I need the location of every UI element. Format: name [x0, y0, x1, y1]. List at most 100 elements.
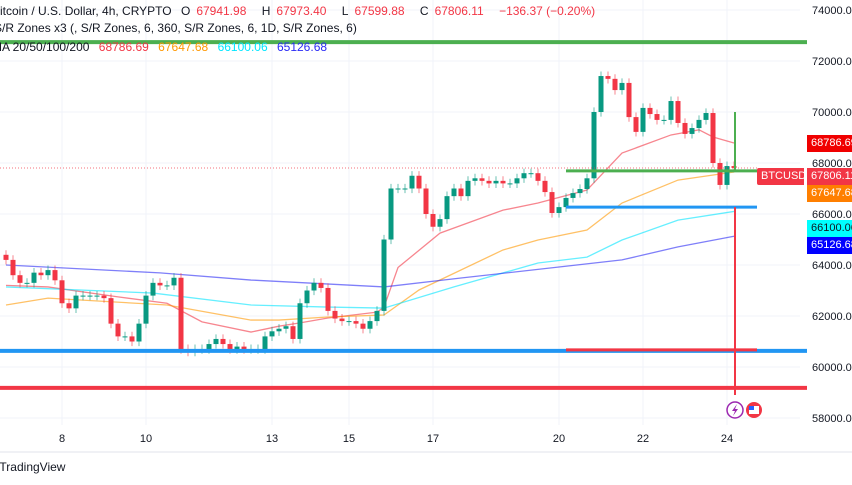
sma-line-sma50 — [5, 171, 735, 321]
ohlc-high: H 67973.40 — [262, 4, 333, 18]
candle-body — [129, 336, 135, 342]
candle-body — [353, 321, 359, 324]
last-price-tag: 67806.11 — [807, 168, 852, 185]
ohlc-close: C 67806.11 — [420, 4, 490, 18]
high-value: 67973.40 — [276, 4, 327, 18]
candle-body — [479, 178, 485, 181]
candle-body — [87, 295, 93, 297]
candle-body — [108, 298, 114, 324]
candle-body — [430, 214, 436, 227]
candle-body — [339, 318, 345, 322]
candle-body — [115, 323, 121, 337]
candle-body — [395, 188, 401, 190]
candle-body — [171, 277, 177, 286]
candle-body — [45, 270, 51, 276]
candle-body — [66, 303, 72, 309]
candle-body — [437, 219, 443, 227]
candle-body — [710, 113, 716, 163]
change-value: −136.37 (−0.20%) — [499, 4, 596, 18]
candle-body — [157, 282, 163, 286]
x-tick-label: 22 — [637, 433, 649, 445]
candle-body — [164, 285, 170, 287]
sma-line-sma100 — [5, 210, 735, 309]
candle-body — [605, 76, 611, 79]
candle-body — [465, 180, 471, 197]
candle-body — [626, 82, 632, 118]
candle-body — [52, 270, 58, 281]
candle-body — [220, 338, 226, 345]
candle-body — [661, 119, 667, 121]
candle-body — [549, 192, 555, 213]
candle-body — [101, 295, 107, 299]
symbol-tag: BTCUSD — [757, 168, 806, 185]
candle-body — [297, 303, 303, 339]
candle-body — [388, 188, 394, 240]
candle-body — [122, 336, 128, 338]
x-tick-label: 17 — [427, 433, 439, 445]
candle-body — [381, 239, 387, 311]
x-tick-label: 24 — [721, 433, 733, 445]
candle-body — [668, 101, 674, 120]
sma100-value: 66100.06 — [217, 40, 268, 54]
candle-body — [619, 82, 625, 91]
candle-body — [563, 197, 569, 208]
candle-body — [591, 112, 597, 179]
symbol-name: Bitcoin / U.S. Dollar, 4h, CRYPTO — [0, 4, 172, 18]
x-tick-label: 10 — [140, 433, 152, 445]
candle-body — [717, 163, 723, 185]
candle-body — [514, 178, 520, 184]
candle-body — [682, 122, 688, 134]
candle-body — [276, 328, 282, 332]
candle-body — [241, 346, 247, 350]
open-value: 67941.98 — [196, 4, 247, 18]
candle-body — [367, 321, 373, 329]
candle-body — [458, 188, 464, 197]
high-label: H — [261, 4, 271, 18]
candle-body — [542, 180, 548, 193]
tradingview-footer[interactable]: ' TradingView — [0, 460, 65, 474]
candle-body — [507, 183, 513, 185]
candle-body — [332, 310, 338, 319]
candle-body — [402, 188, 408, 190]
sma200-value: 65126.68 — [276, 40, 328, 54]
candle-body — [689, 128, 695, 134]
candle-body — [3, 254, 9, 260]
y-tick-label: 72000.00 — [812, 56, 852, 68]
sma-label: SMA 20/50/100/200 — [0, 40, 90, 54]
sma20-value: 68786.69 — [98, 40, 149, 54]
candle-body — [675, 101, 681, 123]
indicator-sma[interactable]: SMA 20/50/100/200 68786.69 67647.68 6610… — [0, 40, 333, 54]
candle-body — [325, 287, 331, 311]
candle-body — [59, 280, 65, 304]
sma50-price-tag: 67647.68 — [807, 185, 852, 202]
candle-body — [304, 290, 310, 304]
y-tick-label: 62000.00 — [812, 311, 852, 323]
candle-body — [150, 282, 156, 296]
brand-label: TradingView — [0, 460, 66, 474]
candle-body — [10, 259, 16, 276]
candle-body — [703, 113, 709, 120]
candle-body — [444, 196, 450, 220]
candle-body — [472, 178, 478, 181]
candle-body — [528, 173, 534, 175]
candle-body — [654, 114, 660, 120]
sma-line-sma200 — [5, 235, 735, 288]
y-tick-label: 58000.00 — [812, 413, 852, 425]
sma100-price-tag: 66100.06 — [807, 220, 852, 237]
candle-body — [696, 119, 702, 129]
candle-body — [136, 323, 142, 342]
y-tick-label: 66000.00 — [812, 209, 852, 221]
y-tick-label: 64000.00 — [812, 260, 852, 272]
candle-body — [556, 207, 562, 213]
x-tick-label: 13 — [266, 433, 278, 445]
open-label: O — [180, 4, 191, 18]
candle-body — [570, 193, 576, 198]
lightning-glyph-icon — [732, 404, 738, 416]
indicator-sr-zones[interactable]: S/R Zones x3 (, S/R Zones, 6, 360, S/R Z… — [0, 21, 357, 35]
close-value: 67806.11 — [434, 4, 484, 18]
candle-body — [206, 344, 212, 350]
candle-body — [451, 188, 457, 197]
candle-body — [80, 295, 86, 297]
